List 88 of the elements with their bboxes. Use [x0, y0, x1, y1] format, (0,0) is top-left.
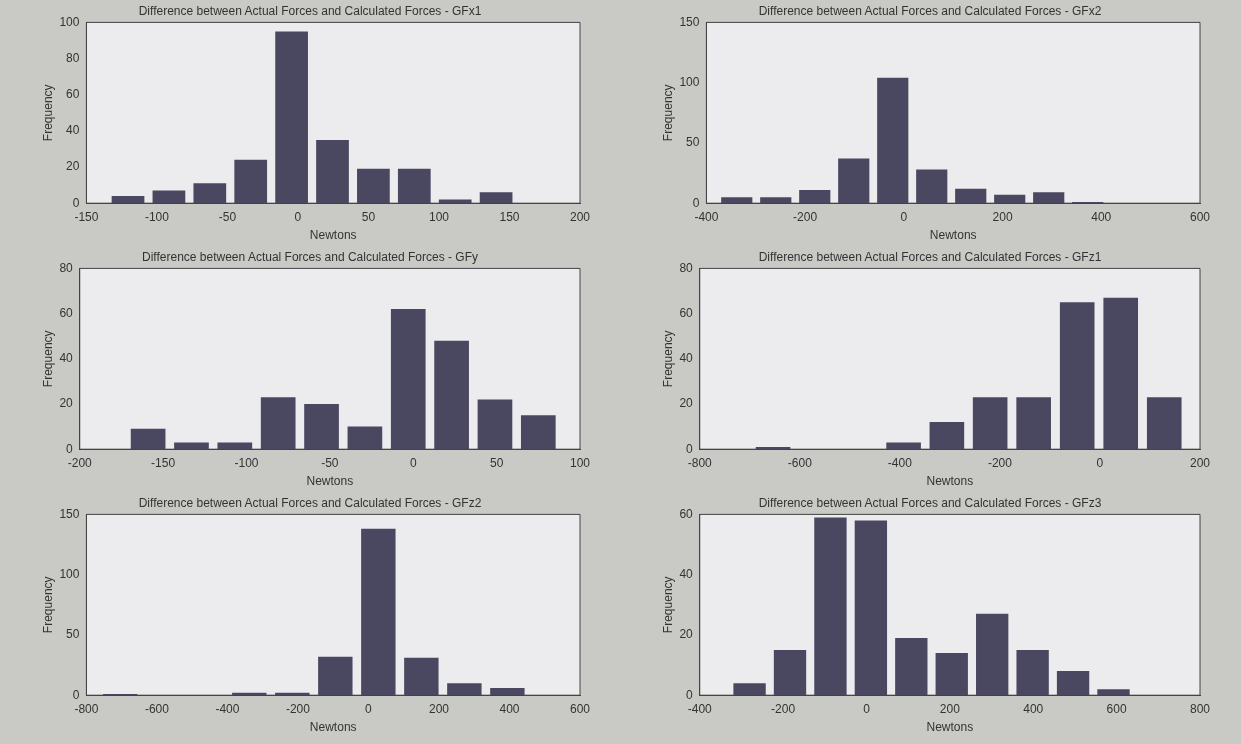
x-tick-label: -200	[987, 455, 1013, 470]
x-tick-label: 0	[365, 701, 373, 716]
y-axis-title: Frequency	[40, 84, 55, 142]
x-axis-title: Newtons	[926, 474, 974, 489]
x-tick-label: 0	[900, 209, 908, 224]
x-tick-label: 0	[294, 209, 302, 224]
x-tick-label: 0	[863, 701, 871, 716]
x-tick-label: -400	[687, 701, 713, 716]
y-tick-label: 20	[66, 159, 80, 174]
y-tick-label: 50	[686, 135, 700, 150]
x-tick-label: 0	[1096, 455, 1104, 470]
x-tick-label: -50	[321, 455, 339, 470]
x-axis-title: Newtons	[926, 720, 974, 735]
x-tick-label: -600	[144, 701, 170, 716]
y-tick-label: 40	[679, 351, 694, 366]
chart-title: Difference between Actual Forces and Calculated Forces - GFx2	[758, 3, 1102, 18]
x-tick-label: 50	[361, 209, 376, 224]
y-tick-label: 80	[66, 50, 80, 65]
x-tick-label: -400	[887, 455, 913, 470]
x-tick-label: 200	[569, 209, 591, 224]
x-tick-label: -100	[144, 209, 170, 224]
x-tick-label: -200	[67, 455, 93, 470]
x-tick-label: -150	[151, 455, 176, 470]
x-axis-title: Newtons	[309, 228, 357, 243]
x-tick-label: -100	[234, 455, 259, 470]
y-tick-label: 0	[72, 195, 80, 210]
x-tick-label: 800	[1189, 701, 1211, 716]
x-tick-label: 200	[1189, 455, 1211, 470]
y-tick-label: 80	[679, 260, 694, 275]
x-tick-label: 600	[1106, 701, 1127, 716]
x-axis-title: Newtons	[309, 720, 357, 735]
y-tick-label: 0	[66, 441, 74, 456]
y-axis-title: Frequency	[40, 330, 55, 388]
y-tick-label: 40	[66, 123, 80, 138]
x-tick-label: 100	[428, 209, 450, 224]
y-tick-label: 0	[72, 687, 80, 702]
x-tick-label: 200	[939, 701, 961, 716]
y-tick-label: 60	[679, 305, 694, 320]
y-tick-label: 20	[679, 396, 694, 411]
x-tick-label: -50	[218, 209, 237, 224]
y-tick-label: 0	[692, 195, 700, 210]
y-tick-label: 20	[59, 396, 74, 411]
x-tick-label: 200	[428, 701, 450, 716]
x-tick-label: 600	[1189, 209, 1211, 224]
x-tick-label: -150	[74, 209, 99, 224]
x-tick-label: -800	[74, 701, 99, 716]
chart-title: Difference between Actual Forces and Calculated Forces - GFy	[142, 249, 478, 264]
x-tick-label: -600	[787, 455, 813, 470]
y-tick-label: 80	[59, 260, 74, 275]
y-tick-label: 100	[59, 14, 80, 29]
x-tick-label: 600	[569, 701, 591, 716]
x-tick-label: -200	[793, 209, 818, 224]
x-tick-label: -800	[687, 455, 713, 470]
y-tick-label: 20	[679, 627, 694, 642]
x-tick-label: -200	[771, 701, 796, 716]
y-tick-label: 60	[66, 87, 80, 102]
x-tick-label: 150	[499, 209, 520, 224]
x-tick-label: 100	[569, 455, 591, 470]
y-tick-label: 40	[59, 351, 74, 366]
y-axis-title: Frequency	[660, 576, 675, 634]
y-tick-label: 150	[59, 506, 80, 521]
y-tick-label: 60	[59, 305, 74, 320]
y-axis-title: Frequency	[660, 330, 675, 388]
chart-title: Difference between Actual Forces and Calculated Forces - GFz3	[758, 495, 1102, 510]
y-tick-label: 0	[686, 687, 694, 702]
x-tick-label: 200	[992, 209, 1013, 224]
y-tick-label: 40	[679, 566, 694, 581]
x-tick-label: -400	[215, 701, 240, 716]
x-tick-label: 400	[1023, 701, 1044, 716]
y-tick-label: 100	[59, 566, 80, 581]
y-axis-title: Frequency	[660, 84, 675, 142]
x-axis-title: Newtons	[306, 474, 354, 489]
y-tick-label: 0	[686, 441, 694, 456]
y-tick-label: 60	[679, 506, 694, 521]
x-axis-title: Newtons	[929, 228, 977, 243]
x-tick-label: 50	[489, 455, 504, 470]
y-axis-title: Frequency	[40, 576, 55, 634]
chart-title: Difference between Actual Forces and Calculated Forces - GFx1	[138, 3, 482, 18]
x-tick-label: 0	[409, 455, 417, 470]
y-tick-label: 100	[679, 74, 700, 89]
x-tick-label: -400	[694, 209, 719, 224]
chart-title: Difference between Actual Forces and Calculated Forces - GFz1	[758, 249, 1102, 264]
y-tick-label: 50	[66, 627, 80, 642]
x-tick-label: 400	[499, 701, 520, 716]
x-tick-label: 400	[1091, 209, 1112, 224]
x-tick-label: -200	[285, 701, 311, 716]
chart-title: Difference between Actual Forces and Calculated Forces - GFz2	[138, 495, 482, 510]
y-tick-label: 150	[679, 14, 700, 29]
